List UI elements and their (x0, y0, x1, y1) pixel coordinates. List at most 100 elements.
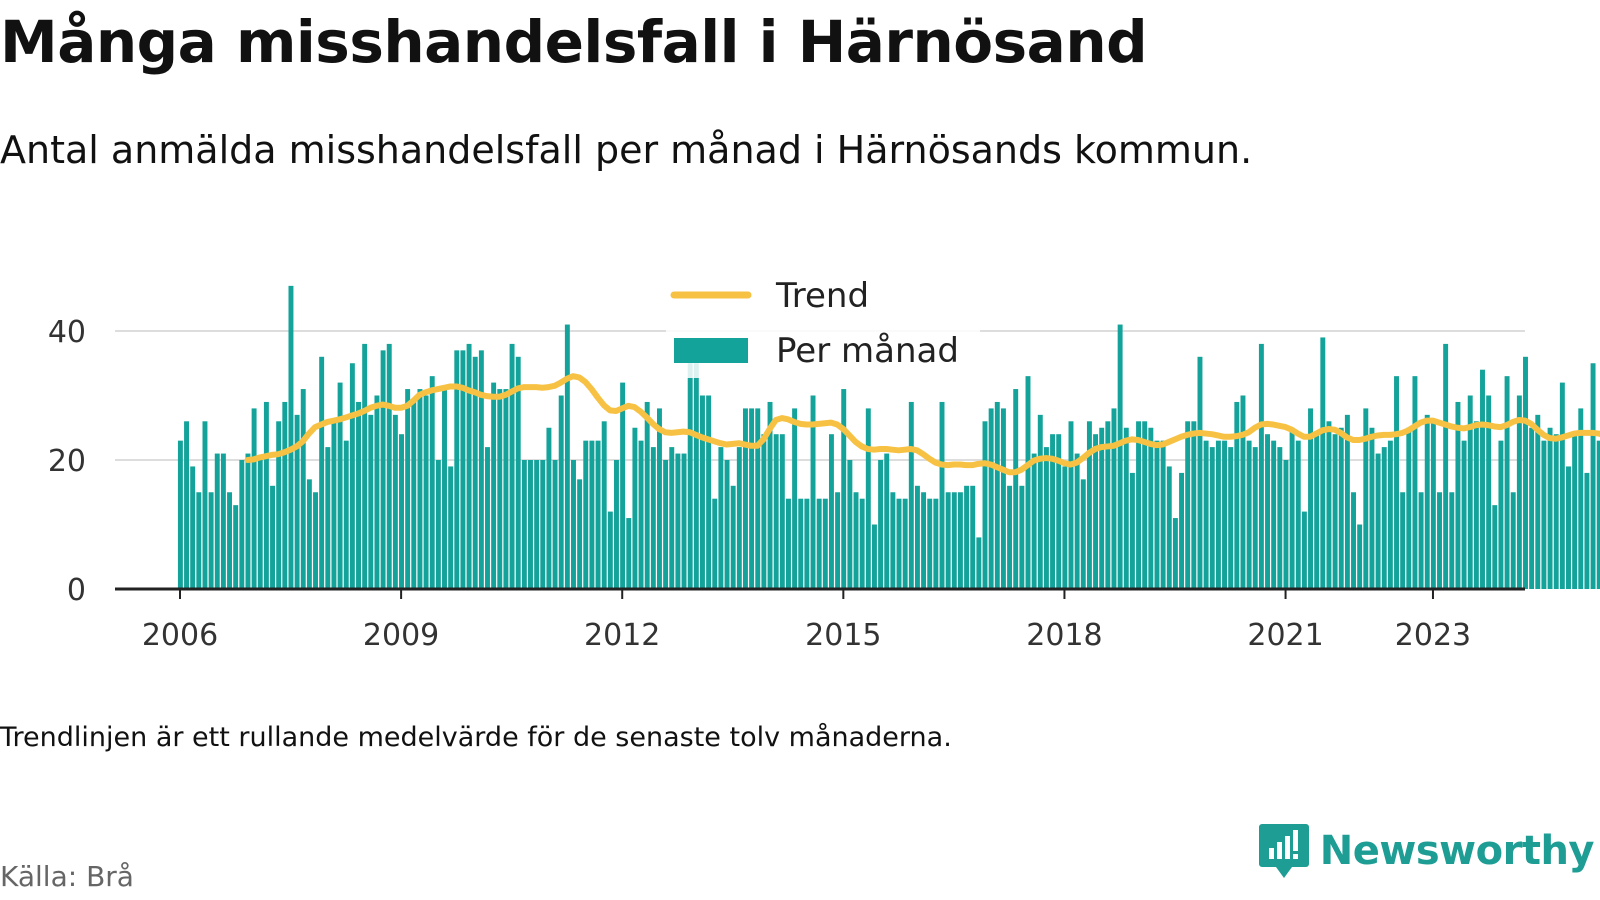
bar (589, 440, 595, 589)
bar (964, 485, 970, 589)
bar (1234, 401, 1240, 589)
bar (927, 498, 933, 589)
chart-svg: 0 20 40 2006 2009 2012 2015 2018 2021 2023 Trend P… (48, 274, 1600, 653)
trend-line (244, 373, 1600, 476)
bar (693, 363, 699, 589)
bar (1172, 518, 1178, 589)
x-tick-label: 2021 (1247, 618, 1323, 653)
bar (1381, 447, 1387, 589)
bar (214, 453, 220, 589)
bar (583, 440, 589, 589)
bar (257, 460, 263, 589)
bar (957, 492, 963, 589)
bar (712, 498, 718, 589)
bar (1215, 440, 1221, 589)
bar (503, 389, 509, 589)
bar (1566, 466, 1571, 589)
bar (485, 447, 490, 589)
bar (1437, 492, 1442, 589)
bar (1424, 414, 1430, 589)
bar (804, 498, 810, 589)
brand-logo: Newsworthy (1258, 822, 1595, 880)
bar (491, 382, 497, 589)
bar (1240, 395, 1246, 589)
bar (478, 350, 484, 589)
bar (288, 285, 294, 589)
bar (294, 414, 300, 589)
bar (220, 453, 226, 589)
bar (994, 401, 1000, 589)
y-tick-label: 0 (67, 573, 86, 608)
bar (466, 343, 472, 589)
newsworthy-logo-icon (1258, 824, 1309, 878)
bar (368, 414, 374, 589)
bar (742, 408, 748, 589)
bar (595, 440, 601, 589)
footnote: Trendlinjen är ett rullande medelvärde f… (0, 722, 952, 753)
bar (878, 460, 884, 589)
bar (859, 498, 865, 589)
bar (1357, 524, 1363, 589)
bar (1455, 401, 1461, 589)
bar (1510, 492, 1516, 589)
bar (564, 324, 570, 589)
bar (982, 421, 988, 589)
bar (828, 434, 834, 589)
bar (945, 492, 951, 589)
bar (1308, 408, 1313, 589)
bar (1418, 492, 1424, 589)
bar (1136, 421, 1142, 589)
bar (1332, 434, 1338, 589)
bar (755, 408, 761, 589)
bar (884, 453, 890, 589)
bar (1013, 389, 1019, 589)
bar (1025, 376, 1031, 589)
bar (233, 505, 239, 589)
bar (1326, 421, 1332, 589)
bar (1351, 492, 1356, 589)
x-tick-label: 2009 (363, 618, 439, 653)
bar (687, 363, 693, 589)
bar (571, 460, 576, 589)
bar (650, 447, 656, 589)
bar (792, 408, 798, 589)
bar (1338, 427, 1344, 589)
bar (362, 343, 368, 589)
bar (675, 453, 681, 589)
bar (1056, 434, 1062, 589)
bar (1584, 472, 1590, 589)
bar (239, 460, 245, 589)
bar (700, 395, 705, 589)
bar (1050, 434, 1056, 589)
bar (1578, 408, 1584, 589)
bar (1314, 434, 1320, 589)
bar (773, 434, 779, 589)
bar (325, 447, 331, 589)
bar (448, 466, 454, 589)
bar (1258, 343, 1264, 589)
bar (761, 434, 767, 589)
bar (1412, 376, 1418, 589)
bar (1271, 440, 1277, 589)
bar (1529, 427, 1535, 589)
bar (1486, 395, 1492, 589)
bar (417, 389, 423, 589)
bar (1086, 421, 1092, 589)
bar (638, 440, 644, 589)
bar (644, 401, 650, 589)
axes-group: 0 20 40 2006 2009 2012 2015 2018 2021 2023 (48, 315, 1525, 653)
bar (313, 492, 318, 589)
bar (227, 492, 232, 589)
bar (1523, 356, 1528, 589)
bar (865, 408, 871, 589)
bar (1430, 421, 1436, 589)
bar (847, 460, 853, 589)
bar (1166, 466, 1172, 589)
bar (1031, 453, 1037, 589)
bar (1473, 421, 1479, 589)
bar (1191, 421, 1197, 589)
bar (657, 408, 662, 589)
bar (202, 421, 208, 589)
x-tick-label: 2012 (584, 618, 660, 653)
bar (405, 389, 411, 589)
